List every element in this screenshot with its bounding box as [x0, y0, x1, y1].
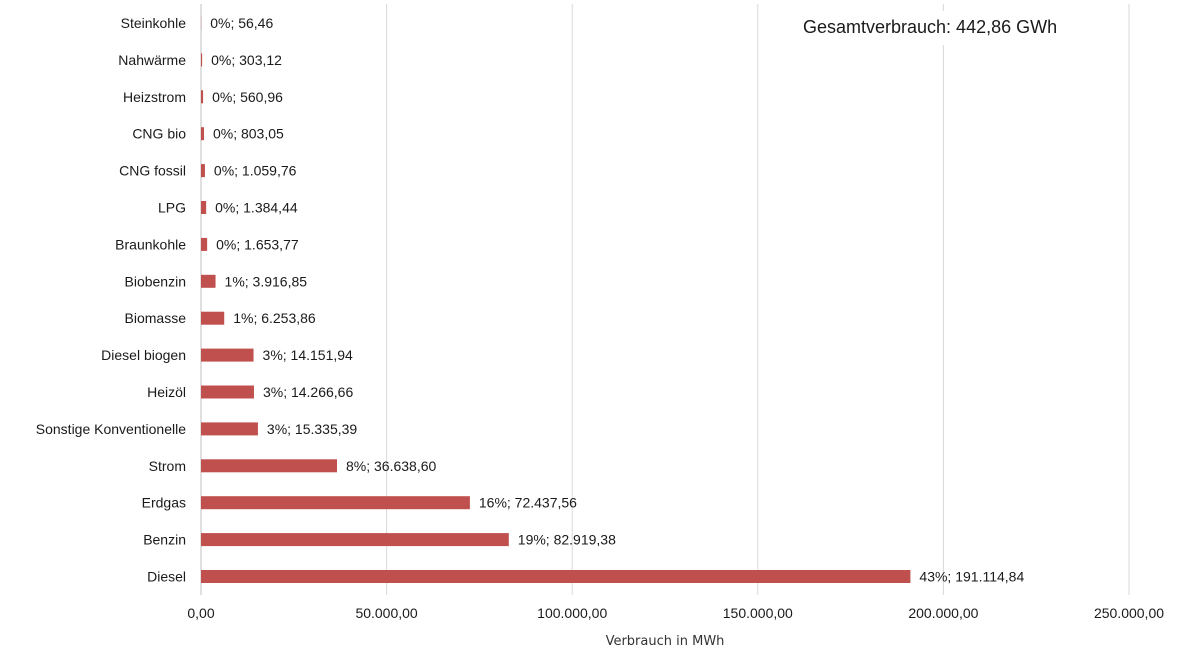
bar — [201, 459, 338, 473]
data-label: 0%; 560,96 — [212, 89, 283, 105]
bar — [201, 164, 205, 178]
bars — [201, 16, 911, 583]
bar — [201, 274, 216, 288]
data-label: 1%; 3.916,85 — [225, 273, 308, 289]
category-labels: Steinkohle Nahwärme Heizstrom CNG bio CNG fo… — [36, 15, 186, 585]
x-tick-label: 250.000,00 — [1094, 605, 1164, 621]
category-label: CNG fossil — [119, 163, 186, 179]
bar — [201, 385, 254, 399]
category-label: Sonstige Konventionelle — [36, 421, 186, 437]
category-label: CNG bio — [132, 126, 186, 142]
data-label: 0%; 803,05 — [213, 126, 284, 142]
bar — [201, 237, 208, 251]
category-label: Heizöl — [147, 384, 186, 400]
x-tick-label: 150.000,00 — [723, 605, 793, 621]
category-label: Diesel biogen — [101, 347, 186, 363]
category-label: Erdgas — [142, 495, 186, 511]
bar — [201, 201, 207, 214]
bar — [201, 533, 509, 547]
data-label: 43%; 191.114,84 — [919, 569, 1024, 585]
data-label: 1%; 6.253,86 — [233, 310, 316, 326]
x-tick-labels: 0,00 50.000,00 100.000,00 150.000,00 200.000… — [187, 605, 1164, 621]
bar — [201, 422, 258, 436]
x-tick-label: 200.000,00 — [908, 605, 978, 621]
data-label: 0%; 1.384,44 — [215, 200, 298, 216]
bar — [201, 570, 911, 583]
data-label: 3%; 14.151,94 — [263, 347, 354, 363]
data-label: 3%; 15.335,39 — [267, 421, 358, 437]
data-label: 16%; 72.437,56 — [479, 495, 577, 511]
bar — [201, 53, 203, 67]
category-label: Steinkohle — [121, 15, 187, 31]
data-label: 3%; 14.266,66 — [263, 384, 354, 400]
x-tick-label: 0,00 — [187, 605, 214, 621]
category-label: Biobenzin — [125, 273, 187, 289]
category-label: Heizstrom — [123, 89, 186, 105]
bar — [201, 348, 254, 362]
bar — [201, 496, 470, 510]
category-label: Nahwärme — [118, 52, 186, 68]
annotation-background — [797, 11, 1064, 45]
category-label: Braunkohle — [115, 236, 186, 252]
data-label: 0%; 303,12 — [211, 52, 282, 68]
data-label: 0%; 1.059,76 — [214, 163, 297, 179]
category-label: Benzin — [143, 532, 186, 548]
data-label: 0%; 56,46 — [210, 15, 273, 31]
category-label: Strom — [149, 458, 186, 474]
total-consumption-annotation: Gesamtverbrauch: 442,86 GWh — [803, 17, 1057, 37]
category-label: LPG — [158, 200, 186, 216]
x-axis-title: Verbrauch in MWh — [606, 634, 725, 649]
data-label: 19%; 82.919,38 — [518, 532, 616, 548]
x-tick-label: 100.000,00 — [537, 605, 607, 621]
bar — [201, 127, 204, 141]
data-label: 0%; 1.653,77 — [216, 236, 299, 252]
bar — [201, 311, 225, 325]
category-label: Biomasse — [125, 310, 187, 326]
x-tick-label: 50.000,00 — [355, 605, 417, 621]
data-labels: 0%; 56,46 0%; 303,12 0%; 560,96 0%; 803,05 0… — [210, 15, 1024, 585]
data-label: 8%; 36.638,60 — [346, 458, 437, 474]
bar — [201, 90, 204, 104]
category-label: Diesel — [147, 569, 186, 585]
